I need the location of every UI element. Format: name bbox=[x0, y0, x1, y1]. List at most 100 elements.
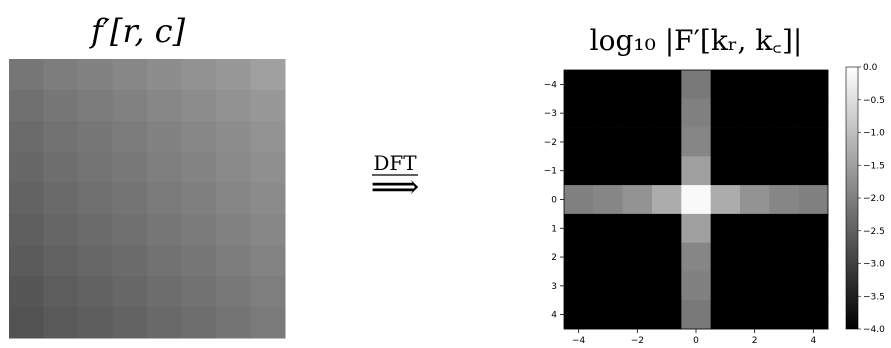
heatmap-cell bbox=[769, 156, 799, 186]
left-image-cell bbox=[147, 307, 182, 339]
left-image-cell bbox=[181, 59, 217, 91]
left-image-cell bbox=[181, 276, 217, 308]
left-image-cell bbox=[250, 214, 286, 246]
left-image-cell bbox=[112, 276, 148, 308]
left-image-cell bbox=[216, 90, 251, 122]
dft-arrow-icon: ⟹ bbox=[371, 167, 420, 207]
dft-label: DFT bbox=[373, 151, 417, 175]
heatmap-cell bbox=[652, 300, 682, 330]
heatmap-cell bbox=[740, 185, 770, 215]
left-image-cell bbox=[181, 121, 217, 153]
heatmap-cell bbox=[798, 156, 829, 186]
heatmap-cell bbox=[769, 98, 799, 128]
y-tick-label: 4 bbox=[551, 311, 557, 321]
heatmap-cell bbox=[710, 156, 741, 186]
heatmap-cell bbox=[564, 127, 594, 157]
heatmap-cell bbox=[622, 271, 653, 301]
heatmap-cell bbox=[681, 156, 711, 186]
left-image-cell bbox=[216, 276, 251, 308]
heatmap-cell bbox=[593, 300, 623, 330]
heatmap-cell bbox=[740, 70, 770, 100]
heatmap-cell bbox=[710, 271, 741, 301]
left-image-cell bbox=[147, 90, 182, 122]
heatmap-cell bbox=[622, 98, 653, 128]
left-image-cell bbox=[147, 276, 182, 308]
heatmap-cell bbox=[710, 242, 741, 272]
left-image-cell bbox=[9, 59, 44, 91]
left-image-cell bbox=[216, 59, 251, 91]
left-image-cell bbox=[43, 121, 79, 153]
heatmap-cell bbox=[710, 98, 741, 128]
heatmap-cell bbox=[564, 185, 594, 215]
left-image-cell bbox=[250, 90, 286, 122]
dft-transform: DFT ⟹ bbox=[371, 151, 420, 207]
left-image-cell bbox=[9, 214, 44, 246]
x-tick-label: −4 bbox=[572, 336, 586, 346]
left-image-cell bbox=[78, 245, 113, 277]
left-image-cell bbox=[112, 152, 148, 184]
left-image-cell bbox=[250, 59, 286, 91]
left-image-cell bbox=[112, 245, 148, 277]
heatmap-cell bbox=[564, 242, 594, 272]
left-image-cell bbox=[43, 245, 79, 277]
heatmap-cell bbox=[681, 300, 711, 330]
heatmap-cell bbox=[798, 185, 829, 215]
left-title-text: f′[r, c] bbox=[89, 12, 186, 50]
left-image-cell bbox=[9, 121, 44, 153]
heatmap-cell bbox=[681, 271, 711, 301]
left-image-cell bbox=[43, 152, 79, 184]
left-image-cell bbox=[9, 152, 44, 184]
left-image-cell bbox=[9, 183, 44, 215]
heatmap-cell bbox=[652, 271, 682, 301]
left-image-cell bbox=[181, 214, 217, 246]
left-image-cell bbox=[43, 276, 79, 308]
heatmap-cell bbox=[798, 127, 829, 157]
heatmap-cell bbox=[652, 242, 682, 272]
left-image-cell bbox=[78, 90, 113, 122]
heatmap-cell bbox=[798, 271, 829, 301]
heatmap-cell bbox=[593, 127, 623, 157]
heatmap-cell bbox=[593, 271, 623, 301]
heatmap-cell bbox=[564, 271, 594, 301]
y-tick-label: −3 bbox=[544, 109, 557, 119]
y-tick-label: 1 bbox=[551, 224, 557, 234]
heatmap-cell bbox=[740, 127, 770, 157]
left-image-cell bbox=[250, 121, 286, 153]
colorbar-tick-label: −1.5 bbox=[863, 161, 885, 171]
heatmap-title: log₁₀ |F′[kᵣ, k꜀]| bbox=[590, 24, 803, 57]
left-image-cell bbox=[9, 245, 44, 277]
left-image-cell bbox=[216, 152, 251, 184]
left-image-cell bbox=[78, 183, 113, 215]
y-tick-label: −2 bbox=[544, 138, 557, 148]
left-image-cell bbox=[112, 59, 148, 91]
colorbar-gradient bbox=[845, 66, 859, 330]
left-image-cell bbox=[78, 152, 113, 184]
left-image-cell bbox=[250, 276, 286, 308]
left-image-cell bbox=[43, 59, 79, 91]
y-tick-label: 2 bbox=[551, 253, 557, 263]
heatmap-cell bbox=[798, 300, 829, 330]
heatmap-cell bbox=[681, 70, 711, 100]
left-image-cell bbox=[78, 307, 113, 339]
heatmap-cell bbox=[593, 98, 623, 128]
heatmap-cell bbox=[740, 300, 770, 330]
heatmap-cell bbox=[769, 127, 799, 157]
left-image-cell bbox=[147, 183, 182, 215]
heatmap-cell bbox=[769, 300, 799, 330]
left-image-cell bbox=[43, 183, 79, 215]
heatmap-cell bbox=[652, 98, 682, 128]
left-image-cell bbox=[147, 245, 182, 277]
heatmap-cell bbox=[769, 242, 799, 272]
heatmap-cell bbox=[622, 242, 653, 272]
left-image-cell bbox=[78, 214, 113, 246]
left-image-cell bbox=[216, 214, 251, 246]
left-image-cell bbox=[181, 152, 217, 184]
left-image-cell bbox=[181, 245, 217, 277]
left-image-cell bbox=[43, 214, 79, 246]
heatmap-cell bbox=[740, 213, 770, 243]
left-image-cell bbox=[112, 121, 148, 153]
left-image-cell bbox=[181, 307, 217, 339]
heatmap-cell bbox=[740, 271, 770, 301]
heatmap-cell bbox=[593, 242, 623, 272]
